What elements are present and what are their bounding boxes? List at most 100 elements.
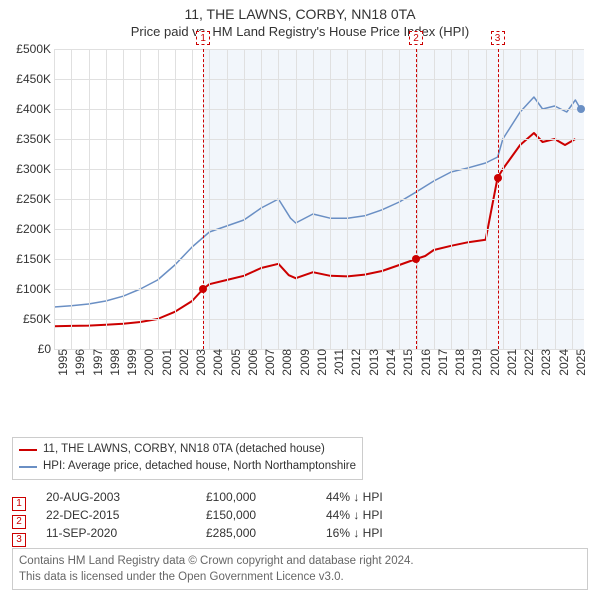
ytick-label: £400K xyxy=(16,102,54,116)
ytick-label: £450K xyxy=(16,72,54,86)
xtick-label: 2000 xyxy=(140,349,156,376)
xtick-label: 2023 xyxy=(537,349,553,376)
gridline-v xyxy=(192,49,193,349)
sales-row: 120-AUG-2003£100,00044% ↓ HPI xyxy=(12,490,588,504)
ytick-label: £100K xyxy=(16,282,54,296)
sales-row-price: £150,000 xyxy=(206,508,326,522)
gridline-v xyxy=(365,49,366,349)
sales-row-marker: 2 xyxy=(12,515,26,529)
gridline-v xyxy=(486,49,487,349)
xtick-label: 2006 xyxy=(244,349,260,376)
gridline-v xyxy=(106,49,107,349)
gridline-h xyxy=(54,169,584,170)
gridline-h xyxy=(54,79,584,80)
gridline-v xyxy=(89,49,90,349)
xtick-label: 2003 xyxy=(192,349,208,376)
xtick-label: 2019 xyxy=(468,349,484,376)
gridline-v xyxy=(175,49,176,349)
ytick-label: £150K xyxy=(16,252,54,266)
footer-line1: Contains HM Land Registry data © Crown c… xyxy=(19,553,581,569)
xtick-label: 2016 xyxy=(417,349,433,376)
gridline-v xyxy=(468,49,469,349)
ytick-label: £350K xyxy=(16,132,54,146)
ytick-label: £300K xyxy=(16,162,54,176)
xtick-label: 2024 xyxy=(555,349,571,376)
lower-panel: 11, THE LAWNS, CORBY, NN18 0TA (detached… xyxy=(12,437,588,590)
gridline-v xyxy=(278,49,279,349)
gridline-h xyxy=(54,319,584,320)
gridline-v xyxy=(537,49,538,349)
sale-marker-dot xyxy=(199,285,207,293)
xtick-label: 2010 xyxy=(313,349,329,376)
sales-row-price: £285,000 xyxy=(206,526,326,540)
xtick-label: 1996 xyxy=(71,349,87,376)
sales-row-hpi: 44% ↓ HPI xyxy=(326,508,486,522)
xtick-label: 2014 xyxy=(382,349,398,376)
xtick-label: 2017 xyxy=(434,349,450,376)
plot-area: £0£50K£100K£150K£200K£250K£300K£350K£400… xyxy=(54,49,584,349)
sale-marker-dot xyxy=(412,255,420,263)
ytick-label: £200K xyxy=(16,222,54,236)
legend-swatch xyxy=(19,449,37,451)
gridline-v xyxy=(572,49,573,349)
xtick-label: 1995 xyxy=(54,349,70,376)
ytick-label: £500K xyxy=(16,42,54,56)
series-end-dot xyxy=(577,105,585,113)
gridline-v xyxy=(261,49,262,349)
xtick-label: 2021 xyxy=(503,349,519,376)
legend-label: HPI: Average price, detached house, Nort… xyxy=(43,458,356,475)
sales-row-hpi: 16% ↓ HPI xyxy=(326,526,486,540)
sales-row-price: £100,000 xyxy=(206,490,326,504)
legend: 11, THE LAWNS, CORBY, NN18 0TA (detached… xyxy=(12,437,363,480)
chart: £0 £50K £100K £150K £200K £250K £300K £350K £400… xyxy=(12,45,588,395)
legend-item: 11, THE LAWNS, CORBY, NN18 0TA (detached… xyxy=(19,441,356,458)
gridline-v xyxy=(244,49,245,349)
gridline-v xyxy=(313,49,314,349)
gridline-v xyxy=(209,49,210,349)
gridline-h xyxy=(54,289,584,290)
sale-marker-dot xyxy=(494,174,502,182)
xtick-label: 2001 xyxy=(158,349,174,376)
sales-row-hpi: 44% ↓ HPI xyxy=(326,490,486,504)
gridline-h xyxy=(54,139,584,140)
gridline-h xyxy=(54,259,584,260)
sales-row-marker: 1 xyxy=(12,497,26,511)
gridline-h xyxy=(54,199,584,200)
legend-swatch xyxy=(19,466,37,468)
xtick-label: 1999 xyxy=(123,349,139,376)
gridline-v xyxy=(451,49,452,349)
sales-row-date: 20-AUG-2003 xyxy=(36,490,206,504)
legend-item: HPI: Average price, detached house, Nort… xyxy=(19,458,356,475)
xtick-label: 2009 xyxy=(296,349,312,376)
ytick-label: £50K xyxy=(23,312,54,326)
gridline-v xyxy=(71,49,72,349)
sales-table: 120-AUG-2003£100,00044% ↓ HPI222-DEC-201… xyxy=(12,490,588,540)
xtick-label: 2018 xyxy=(451,349,467,376)
gridline-v xyxy=(399,49,400,349)
xtick-label: 2020 xyxy=(486,349,502,376)
xtick-label: 2012 xyxy=(347,349,363,376)
ytick-label: £250K xyxy=(16,192,54,206)
sales-row: 311-SEP-2020£285,00016% ↓ HPI xyxy=(12,526,588,540)
xtick-label: 2011 xyxy=(330,349,346,375)
xtick-label: 2008 xyxy=(278,349,294,376)
sale-marker-box: 1 xyxy=(196,31,210,45)
gridline-v xyxy=(227,49,228,349)
gridline-v xyxy=(140,49,141,349)
xtick-label: 1998 xyxy=(106,349,122,376)
xtick-label: 2007 xyxy=(261,349,277,376)
gridline-v xyxy=(347,49,348,349)
gridline-v xyxy=(158,49,159,349)
footer-line2: This data is licensed under the Open Gov… xyxy=(19,569,581,585)
gridline-v xyxy=(296,49,297,349)
sale-marker-box: 2 xyxy=(409,31,423,45)
sales-row-date: 22-DEC-2015 xyxy=(36,508,206,522)
series-hpi xyxy=(54,97,581,307)
xtick-label: 1997 xyxy=(89,349,105,376)
gridline-v xyxy=(123,49,124,349)
sale-marker-line xyxy=(498,49,499,349)
gridline-v xyxy=(503,49,504,349)
gridline-h xyxy=(54,109,584,110)
gridline-h xyxy=(54,49,584,50)
ytick-label: £0 xyxy=(38,342,54,356)
